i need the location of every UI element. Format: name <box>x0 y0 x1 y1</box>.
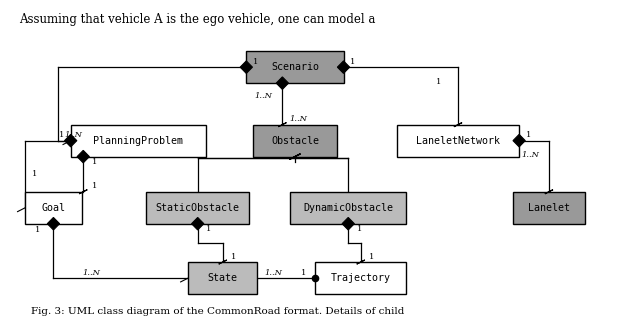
Polygon shape <box>337 61 349 73</box>
Text: 1: 1 <box>350 58 356 66</box>
Text: Trajectory: Trajectory <box>331 273 391 283</box>
Text: 1: 1 <box>436 78 442 85</box>
Text: 1: 1 <box>369 253 375 260</box>
Text: 1..N: 1..N <box>82 269 100 276</box>
Text: 1: 1 <box>526 131 531 139</box>
Text: Obstacle: Obstacle <box>271 136 319 146</box>
Text: DynamicObstacle: DynamicObstacle <box>303 203 393 213</box>
Text: 1..N: 1..N <box>264 269 282 276</box>
Text: 1..N: 1..N <box>289 115 307 123</box>
Text: 1..N: 1..N <box>255 92 273 100</box>
Text: Assuming that vehicle A is the ego vehicle, one can model a: Assuming that vehicle A is the ego vehic… <box>19 13 375 26</box>
Text: 1: 1 <box>92 158 97 166</box>
Bar <box>246 51 344 83</box>
Text: LaneletNetwork: LaneletNetwork <box>416 136 500 146</box>
Text: Lanelet: Lanelet <box>528 203 570 213</box>
Bar <box>70 125 205 156</box>
Polygon shape <box>454 123 462 127</box>
Polygon shape <box>289 154 300 159</box>
Text: 1: 1 <box>253 58 259 66</box>
Text: 1: 1 <box>35 226 40 234</box>
Bar <box>25 192 82 224</box>
Polygon shape <box>289 154 300 159</box>
Text: Scenario: Scenario <box>271 62 319 72</box>
Polygon shape <box>180 278 188 282</box>
Polygon shape <box>17 208 25 212</box>
Polygon shape <box>278 123 287 127</box>
Bar <box>290 192 406 224</box>
Polygon shape <box>545 190 553 194</box>
Text: 1..N: 1..N <box>521 151 539 159</box>
Polygon shape <box>276 77 289 89</box>
Bar <box>316 262 406 294</box>
Text: 1: 1 <box>92 182 97 190</box>
Text: 1: 1 <box>301 269 307 276</box>
Text: State: State <box>208 273 238 283</box>
Text: 1: 1 <box>232 253 237 260</box>
Polygon shape <box>47 217 60 230</box>
Polygon shape <box>356 260 365 264</box>
Bar <box>253 125 337 156</box>
Bar <box>188 262 257 294</box>
Text: Goal: Goal <box>42 203 65 213</box>
Text: 1: 1 <box>206 225 212 233</box>
Text: 1: 1 <box>357 225 362 233</box>
Polygon shape <box>63 141 70 145</box>
Polygon shape <box>65 134 77 147</box>
Polygon shape <box>77 150 90 163</box>
Polygon shape <box>79 190 87 194</box>
Bar <box>397 125 519 156</box>
Text: StaticObstacle: StaticObstacle <box>156 203 240 213</box>
Polygon shape <box>219 260 227 264</box>
Polygon shape <box>342 217 355 230</box>
Text: 1..N: 1..N <box>65 131 83 139</box>
Polygon shape <box>240 61 252 73</box>
Text: Fig. 3: UML class diagram of the CommonRoad format. Details of child: Fig. 3: UML class diagram of the CommonR… <box>31 307 405 316</box>
Text: PlanningProblem: PlanningProblem <box>93 136 183 146</box>
Text: 1: 1 <box>32 170 37 178</box>
Bar <box>513 192 585 224</box>
Polygon shape <box>513 134 525 147</box>
Polygon shape <box>191 217 204 230</box>
Text: 1: 1 <box>59 131 64 139</box>
Bar <box>146 192 250 224</box>
